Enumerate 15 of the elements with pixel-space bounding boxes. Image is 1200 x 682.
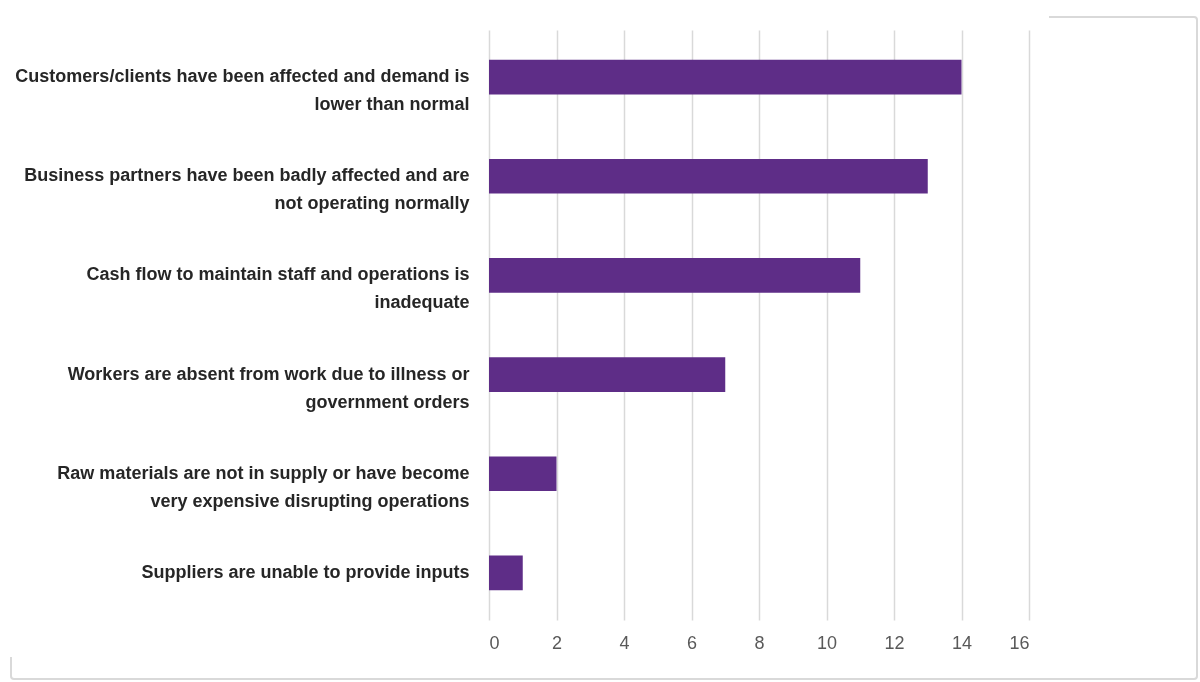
x-tick-label: 16 <box>1009 632 1030 653</box>
y-tick-label: Cash flow to maintain staff and operations is inadequate <box>86 264 470 313</box>
y-tick-label: Raw materials are not in supply or have become very expensive disrupting operations <box>57 462 470 511</box>
x-tick-label: 8 <box>754 632 765 653</box>
x-tick-label: 2 <box>551 632 563 653</box>
x-tick-label: 10 <box>816 632 838 653</box>
y-tick-label: Business partners have been badly affected and are not operating normally <box>24 165 470 214</box>
x-tick-label: 6 <box>686 632 698 653</box>
x-tick-label: 12 <box>884 632 905 653</box>
y-tick-label: Workers are absent from work due to illness or government orders <box>67 363 470 412</box>
y-tick-label: Customers/clients have been affected and demand is lower than normal <box>15 66 470 115</box>
y-tick-label: Suppliers are unable to provide inputs <box>141 561 470 582</box>
x-tick-label: 14 <box>951 632 973 653</box>
x-tick-label: 0 <box>489 632 500 653</box>
x-tick-label: 4 <box>619 632 630 653</box>
